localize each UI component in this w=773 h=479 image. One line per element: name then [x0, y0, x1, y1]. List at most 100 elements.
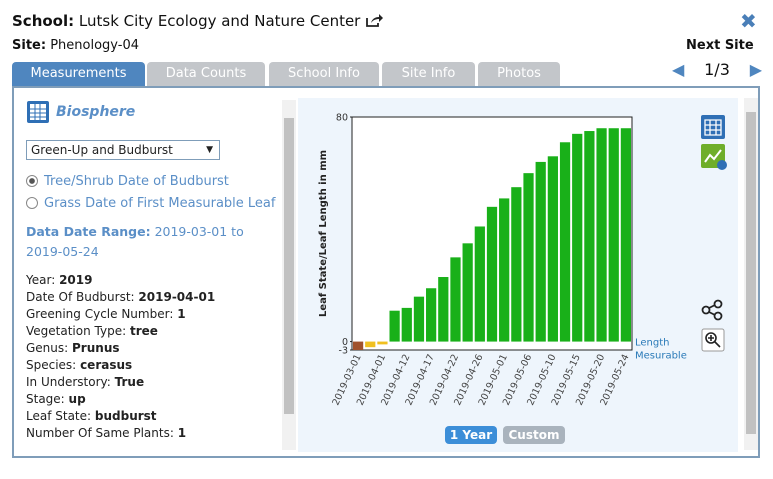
bar [499, 198, 510, 342]
radio-label: Tree/Shrub Date of Budburst [44, 173, 229, 189]
prev-arrow[interactable]: ◀ [672, 60, 685, 79]
field: Leaf State: budburst [26, 408, 281, 425]
radio-circle[interactable] [26, 197, 38, 209]
bar [486, 206, 498, 342]
site-line: Site: Phenology-04 [12, 38, 139, 53]
bar [352, 341, 364, 350]
site-name: Phenology-04 [50, 38, 139, 53]
bar [438, 277, 449, 342]
field-label: Year: [26, 273, 56, 287]
field-value: cerasus [80, 358, 133, 372]
field-value: 2019-04-01 [138, 290, 216, 304]
bar [450, 257, 461, 342]
left-panel: Biosphere Green-Up and Budburst ▼ Tree/Sh… [26, 100, 281, 448]
radio-option[interactable]: Grass Date of First Measurable Leaf [26, 192, 281, 214]
field-label: Number Of Same Plants: [26, 426, 174, 440]
bar [377, 341, 388, 345]
bar [535, 161, 546, 342]
bar [620, 128, 632, 342]
field: Vegetation Type: tree [26, 323, 281, 340]
bar [523, 173, 534, 342]
zoom-icon [705, 332, 721, 348]
field-value: True [114, 375, 145, 389]
range-button[interactable]: Custom [503, 426, 565, 444]
y-tick-label: 0 [342, 337, 348, 348]
field-value: 1 [177, 426, 187, 440]
field-label: Greening Cycle Number: [26, 307, 174, 321]
tab[interactable]: Photos [478, 62, 560, 86]
school-name: Lutsk City Ecology and Nature Center [78, 12, 361, 30]
bar [608, 128, 619, 342]
fields: Year: 2019 Date Of Budburst: 2019-04-01 Gr… [26, 272, 281, 448]
radio-label: Grass Date of First Measurable Leaf [44, 195, 276, 211]
table-view-icon[interactable] [701, 115, 725, 139]
tab[interactable]: Measurements [12, 62, 145, 86]
pager: ◀ 1/3 ▶ [672, 60, 762, 79]
zoom-button[interactable] [701, 328, 725, 352]
field: Genus: Prunus [26, 340, 281, 357]
tab[interactable]: School Info [269, 62, 379, 86]
field: Species: cerasus [26, 357, 281, 374]
field: In Understory: True [26, 374, 281, 391]
bar [413, 296, 425, 342]
scroll-thumb[interactable] [284, 118, 294, 414]
y-tick-label: -3 [339, 346, 348, 357]
field-label: Vegetation Type: [26, 324, 127, 338]
left-scrollbar[interactable] [282, 100, 296, 450]
bar [365, 341, 376, 348]
school-line: School: Lutsk City Ecology and Nature Ce… [12, 12, 384, 30]
bar [389, 310, 400, 342]
bar [462, 243, 473, 342]
range-button[interactable]: 1 Year [445, 426, 497, 444]
field: Greening Cycle Number: 1 [26, 306, 281, 323]
field-label: Genus: [26, 341, 69, 355]
title-row: Biosphere [26, 100, 281, 124]
chart: Leaf State/Leaf Length in mm-30802019-03… [298, 98, 738, 452]
radio-circle[interactable] [26, 175, 38, 187]
table-view-grid [704, 119, 722, 136]
field-value: tree [129, 324, 158, 338]
bar [547, 156, 558, 342]
bar [559, 142, 571, 342]
field: Stage: up [26, 391, 281, 408]
bar [401, 307, 412, 342]
radio-option[interactable]: Tree/Shrub Date of Budburst [26, 170, 281, 192]
tab[interactable]: Site Info [382, 62, 475, 86]
annotation: Mesurable [635, 351, 687, 362]
field-label: In Understory: [26, 375, 111, 389]
field-value: up [68, 392, 86, 406]
field-value: Prunus [72, 341, 120, 355]
close-button[interactable]: ✖ [740, 9, 757, 33]
tab[interactable]: Data Counts [147, 62, 265, 86]
next-site: Next Site [686, 38, 754, 53]
field-label: Date Of Budburst: [26, 290, 135, 304]
site-label: Site: [12, 38, 47, 53]
field-value: budburst [94, 409, 157, 423]
field-value: 2019 [59, 273, 93, 287]
bar [474, 226, 485, 342]
bar [584, 131, 595, 342]
chart-view-line [704, 149, 722, 163]
open-icon[interactable] [365, 13, 384, 27]
field: Date Of Budburst: 2019-04-01 [26, 289, 281, 306]
add-badge [717, 160, 727, 170]
field-label: Species: [26, 358, 77, 372]
dropdown-text: Green-Up and Budburst [31, 143, 173, 157]
right-scrollbar[interactable] [744, 98, 758, 450]
dropdown[interactable]: Green-Up and Budburst ▼ [26, 140, 220, 160]
panel [12, 86, 760, 458]
annotation: Length [635, 338, 670, 349]
y-axis-label: Leaf State/Leaf Length in mm [318, 150, 329, 317]
field-label: Stage: [26, 392, 65, 406]
field-label: Leaf State: [26, 409, 92, 423]
table-icon [27, 101, 49, 123]
date-range: Data Date Range: 2019-03-01 to 2019-05-2… [26, 222, 281, 262]
field: Year: 2019 [26, 272, 281, 289]
scroll-thumb[interactable] [746, 112, 756, 434]
bar [596, 128, 607, 342]
share-icon[interactable] [701, 299, 723, 321]
date-range-label: Data Date Range: [26, 224, 151, 239]
next-arrow[interactable]: ▶ [749, 60, 762, 79]
y-tick-label: 80 [336, 113, 348, 124]
